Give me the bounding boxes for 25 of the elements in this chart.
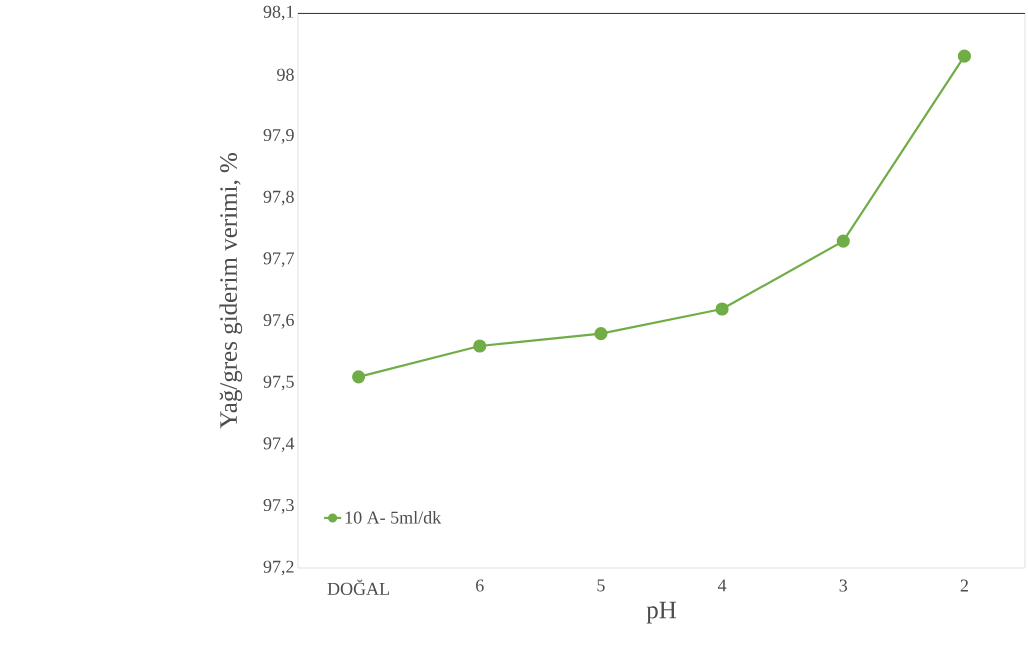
y-tick-label: 97,3 bbox=[263, 498, 294, 514]
point bbox=[715, 302, 729, 316]
x-tick-label: 2 bbox=[960, 579, 968, 592]
x-tick-label: 3 bbox=[839, 579, 848, 592]
y-tick-label: 98 bbox=[277, 68, 294, 81]
y-tick-label: 97,2 bbox=[263, 560, 294, 576]
x-axis-title: pH bbox=[646, 601, 677, 624]
x-tick-label: DOĞAL bbox=[327, 579, 389, 595]
point bbox=[836, 234, 850, 248]
y-axis-title: Yağ/gres giderim verimi, % bbox=[219, 153, 243, 429]
point bbox=[352, 370, 366, 384]
point bbox=[957, 49, 971, 63]
x-tick-label: 6 bbox=[476, 579, 484, 592]
y-tick-label: 98,1 bbox=[263, 5, 294, 21]
point bbox=[594, 327, 608, 341]
y-tick-label: 97,9 bbox=[263, 128, 294, 144]
x-tick-label: 5 bbox=[597, 579, 605, 592]
y-tick-label: 97,4 bbox=[263, 437, 295, 453]
y-tick-label: 97,5 bbox=[263, 375, 294, 391]
y-tick-label: 97,8 bbox=[263, 190, 294, 206]
point bbox=[473, 339, 487, 353]
legend-label: 10 A- 5ml/dk bbox=[345, 510, 442, 524]
x-tick-label: 4 bbox=[717, 579, 727, 592]
y-tick-label: 97,6 bbox=[263, 313, 294, 329]
y-tick-label: 97,7 bbox=[263, 252, 294, 268]
